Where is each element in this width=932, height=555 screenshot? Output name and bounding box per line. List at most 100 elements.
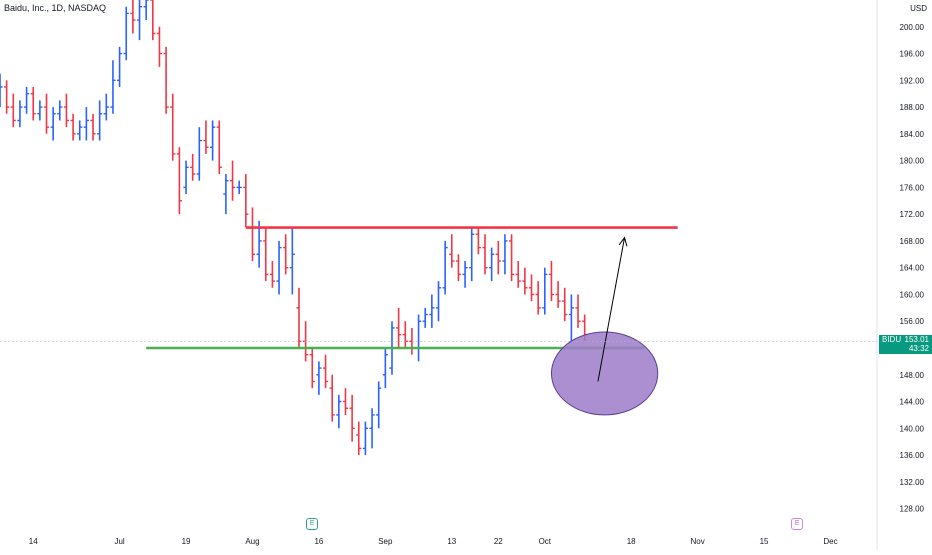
ohlc-bar xyxy=(223,174,229,215)
ohlc-bar xyxy=(10,93,16,128)
ohlc-bar xyxy=(176,147,182,215)
ohlc-bar xyxy=(30,87,36,121)
ohlc-bar xyxy=(515,261,521,288)
x-tick-label: 13 xyxy=(447,537,456,546)
ohlc-bar xyxy=(110,60,116,114)
ohlc-bar xyxy=(170,93,176,161)
ohlc-bar xyxy=(382,348,388,389)
ohlc-bar xyxy=(336,394,342,429)
ohlc-bar xyxy=(322,354,329,389)
ohlc-bar xyxy=(130,0,136,34)
ohlc-bar xyxy=(349,394,355,442)
y-tick-label: 184.00 xyxy=(900,130,925,139)
x-tick-label: Sep xyxy=(378,537,393,546)
x-tick-label: 16 xyxy=(314,537,323,546)
ohlc-bar xyxy=(216,120,222,174)
price-tag-symbol: BIDU xyxy=(882,335,902,345)
chart-title: Baidu, Inc., 1D, NASDAQ xyxy=(4,3,107,13)
y-tick-label: 128.00 xyxy=(900,505,925,514)
ohlc-bar xyxy=(396,307,402,348)
ohlc-bars xyxy=(0,0,588,456)
ohlc-bar xyxy=(309,348,315,389)
ohlc-bar xyxy=(469,227,475,282)
ohlc-bar xyxy=(316,361,322,395)
ohlc-bar xyxy=(156,26,163,67)
ohlc-bar xyxy=(475,227,481,255)
ohlc-bar xyxy=(548,261,555,302)
y-tick-label: 136.00 xyxy=(900,451,925,460)
ohlc-bar xyxy=(522,267,528,295)
ohlc-bar xyxy=(342,388,349,415)
x-tick-label: 22 xyxy=(494,537,503,546)
ohlc-bar xyxy=(429,294,435,328)
ohlc-bar xyxy=(402,321,408,348)
y-tick-label: 164.00 xyxy=(900,264,925,273)
x-tick-label: 15 xyxy=(760,537,769,546)
ohlc-bar xyxy=(329,374,335,422)
target-circle[interactable] xyxy=(550,331,659,416)
ohlc-bar xyxy=(455,254,462,282)
ohlc-bar xyxy=(356,421,362,456)
earnings-icon[interactable]: E xyxy=(306,518,319,530)
price-tag-value: 153.01 xyxy=(904,335,929,345)
ohlc-bar xyxy=(555,281,561,308)
y-tick-label: 180.00 xyxy=(900,157,925,166)
annotations xyxy=(146,226,678,416)
ohlc-bar xyxy=(495,240,501,275)
y-tick-label: 192.00 xyxy=(900,76,925,85)
ohlc-bar xyxy=(249,207,256,261)
y-tick-label: 172.00 xyxy=(900,210,925,219)
y-tick-label: 148.00 xyxy=(900,371,925,380)
ohlc-bar xyxy=(83,107,89,141)
projection-arrow[interactable] xyxy=(597,237,626,382)
x-tick-label: Jul xyxy=(114,537,124,546)
ohlc-bar xyxy=(229,160,236,201)
arrow-head xyxy=(618,236,628,247)
currency-label: USD xyxy=(910,4,927,13)
x-tick-label: Dec xyxy=(823,537,837,546)
ohlc-bar xyxy=(97,100,103,141)
ohlc-bar xyxy=(528,274,535,302)
ohlc-bar xyxy=(203,120,209,154)
ohlc-bar xyxy=(196,127,202,181)
y-tick-label: 168.00 xyxy=(900,237,925,246)
ohlc-bar xyxy=(462,261,468,288)
ohlc-bar xyxy=(283,234,289,275)
price-tag-countdown: 43:32 xyxy=(908,344,929,354)
ohlc-bar xyxy=(116,46,123,87)
ohlc-bar xyxy=(90,113,96,141)
dividend-icon[interactable]: E xyxy=(791,518,804,530)
ohlc-bar xyxy=(143,0,149,21)
x-tick-label: Aug xyxy=(245,537,259,546)
y-tick-label: 176.00 xyxy=(900,183,925,192)
ohlc-bar xyxy=(508,234,515,282)
ohlc-bar xyxy=(103,93,109,121)
x-tick-label: 19 xyxy=(182,537,191,546)
ohlc-bar xyxy=(37,100,43,121)
last-price-tag: BIDU 153.01 43:32 xyxy=(879,335,932,355)
ohlc-bar xyxy=(482,234,488,275)
ohlc-bar xyxy=(369,408,375,449)
ohlc-bar xyxy=(23,87,30,114)
x-tick-label: Oct xyxy=(539,537,552,546)
ohlc-bar xyxy=(449,234,455,268)
ohlc-bar xyxy=(422,307,428,328)
ohlc-bar xyxy=(535,281,541,315)
ohlc-bar xyxy=(43,93,50,134)
ohlc-bar xyxy=(276,240,282,295)
ohlc-bar xyxy=(4,80,10,114)
ohlc-bar xyxy=(17,100,23,128)
x-tick-label: 14 xyxy=(29,537,38,546)
ohlc-bar xyxy=(136,0,143,41)
ohlc-bar xyxy=(263,227,269,282)
ohlc-bar xyxy=(150,0,156,41)
y-tick-label: 156.00 xyxy=(900,317,925,326)
y-tick-label: 160.00 xyxy=(900,290,925,299)
ohlc-bar xyxy=(50,107,56,141)
ohlc-bar xyxy=(0,73,3,108)
ohlc-bar xyxy=(63,93,70,128)
ohlc-bar xyxy=(442,240,448,295)
